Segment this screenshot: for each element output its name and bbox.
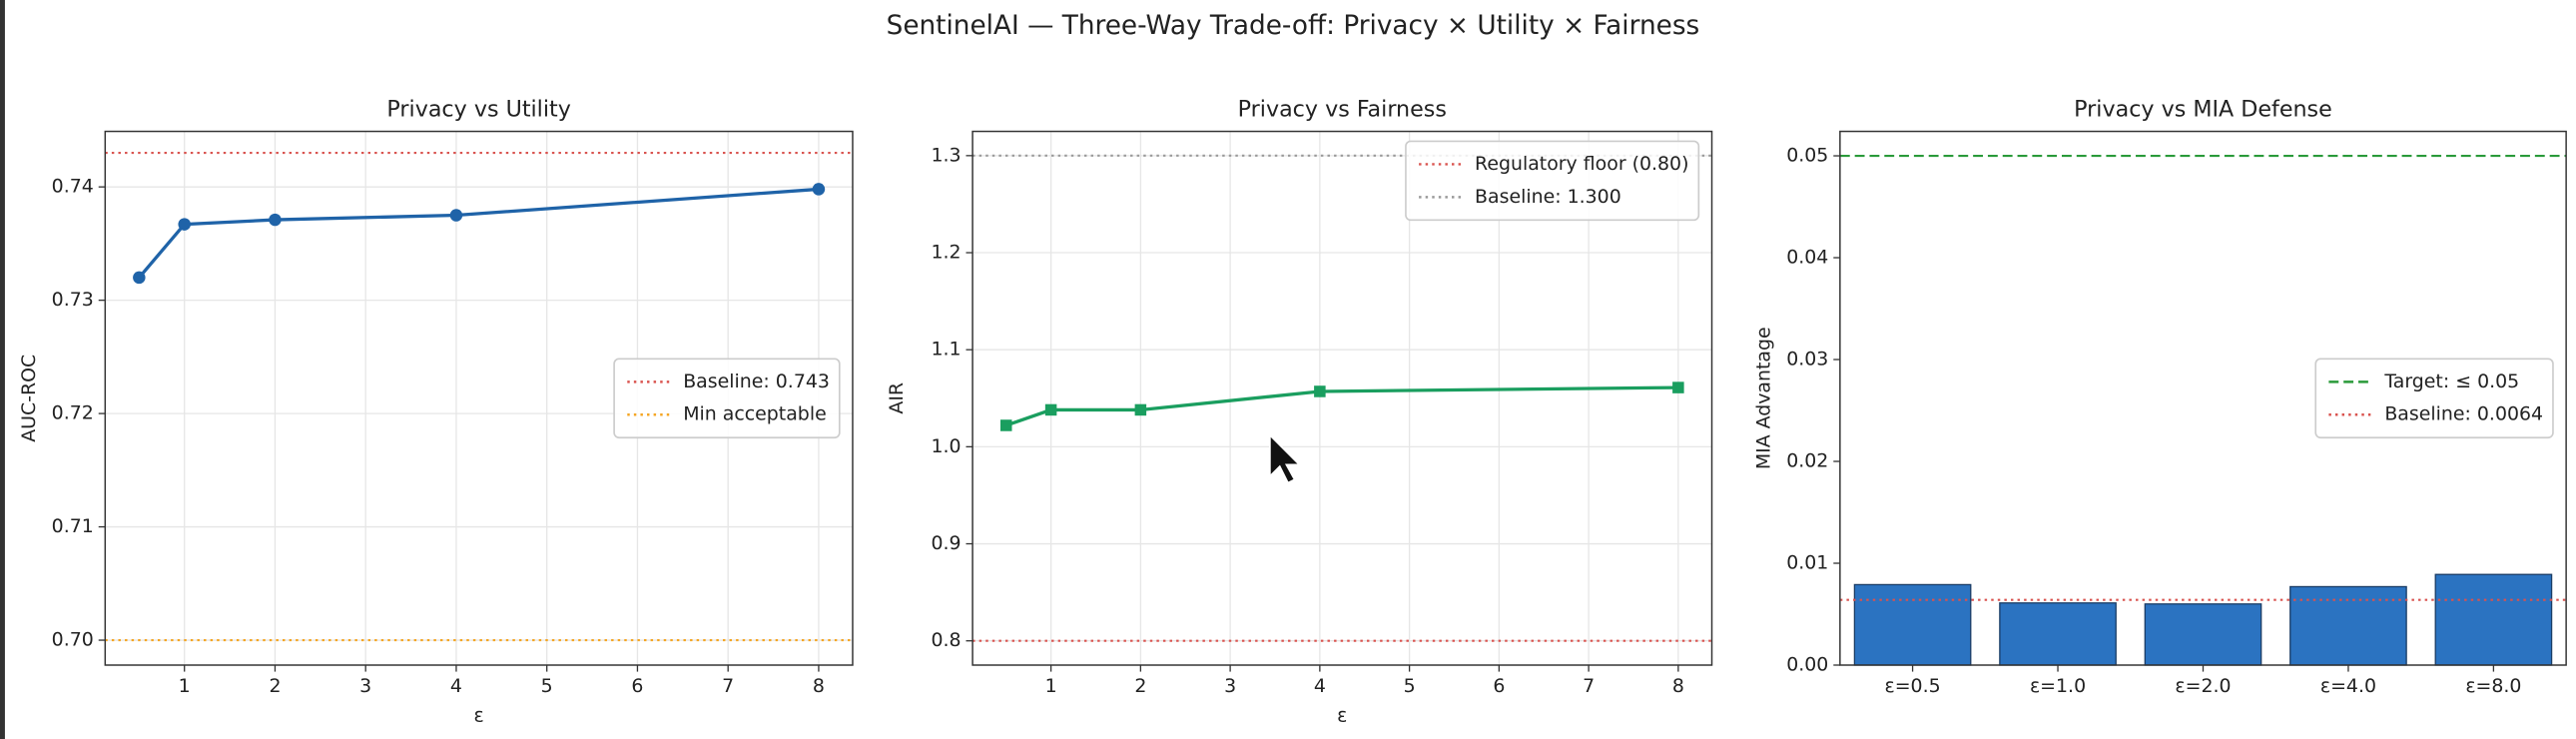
y-tick-label: 1.1 (931, 339, 961, 361)
legend-label: Min acceptable (683, 403, 826, 425)
data-point (178, 218, 191, 231)
mouse-cursor (1269, 432, 1302, 484)
chart-title: Privacy vs Fairness (1238, 97, 1447, 123)
legend-label: Baseline: 1.300 (1475, 186, 1621, 208)
legend: Regulatory floor (0.80) Baseline: 1.300 (1405, 140, 1700, 222)
x-tick-label: 1 (1045, 675, 1057, 697)
x-tick-label: ε=1.0 (2030, 675, 2086, 697)
x-tick-label: 5 (541, 675, 553, 697)
legend-label: Target: ≤ 0.05 (2383, 370, 2519, 392)
chart-title: Privacy vs Utility (386, 97, 570, 123)
legend: Baseline: 0.743 Min acceptable (613, 358, 841, 439)
x-tick-label: 3 (1224, 675, 1236, 697)
bar (2289, 585, 2407, 666)
figure-title: SentinelAI — Three-Way Trade-off: Privac… (887, 11, 1700, 41)
x-tick-label: 1 (179, 675, 191, 697)
y-tick-label: 0.01 (1786, 552, 1828, 574)
y-tick-label: 0.05 (1786, 145, 1828, 167)
data-point (1672, 381, 1684, 393)
y-tick-label: 1.0 (931, 435, 961, 457)
x-tick-label: ε=2.0 (2175, 675, 2231, 697)
legend-box (613, 358, 841, 439)
legend-box (2314, 358, 2554, 439)
x-tick-label: 2 (1134, 675, 1146, 697)
x-tick-label: 8 (1672, 675, 1684, 697)
x-tick-label: 5 (1404, 675, 1416, 697)
x-tick-label: 7 (1583, 675, 1595, 697)
y-axis-label: AIR (886, 382, 908, 414)
plot-frame (1839, 130, 2567, 666)
x-tick-label: 7 (722, 675, 734, 697)
x-tick-label: ε=8.0 (2465, 675, 2521, 697)
y-tick-label: 0.9 (931, 532, 961, 554)
charts: Privacy vs Utility AUC-ROC ε 0.70 0.71 0.72 0.… (18, 97, 2567, 726)
plot-frame (104, 130, 854, 666)
y-axis-label: AUC-ROC (18, 355, 40, 442)
data-point (1314, 385, 1326, 397)
x-tick-label: 6 (1493, 675, 1505, 697)
bar (2144, 603, 2262, 666)
x-tick-label: 6 (631, 675, 643, 697)
legend-label: Baseline: 0.0064 (2384, 403, 2543, 425)
y-axis-label: MIA Advantage (1753, 327, 1775, 469)
y-tick-label: 0.73 (52, 289, 94, 311)
x-axis-label: ε (1337, 704, 1347, 726)
y-tick-label: 0.71 (52, 515, 94, 537)
legend-box (1405, 140, 1700, 222)
data-point (449, 209, 463, 222)
legend: Target: ≤ 0.05 Baseline: 0.0064 (2314, 358, 2554, 439)
legend-label: Baseline: 0.743 (683, 370, 830, 392)
y-tick-label: 0.03 (1786, 349, 1828, 370)
x-tick-label: ε=4.0 (2320, 675, 2376, 697)
bar (1853, 583, 1972, 666)
x-tick-label: 8 (813, 675, 825, 697)
window-edge (0, 0, 5, 739)
x-tick-label: 4 (1314, 675, 1326, 697)
legend-label: Regulatory floor (0.80) (1475, 153, 1688, 175)
y-tick-label: 0.70 (52, 629, 94, 651)
y-tick-label: 0.8 (931, 629, 961, 651)
y-tick-label: 0.04 (1786, 247, 1828, 269)
bar (2434, 573, 2553, 666)
y-tick-label: 0.00 (1786, 654, 1828, 676)
data-point (812, 183, 826, 196)
data-point (1044, 403, 1057, 416)
chart-title: Privacy vs MIA Defense (2074, 97, 2332, 123)
x-tick-label: ε=0.5 (1885, 675, 1941, 697)
y-tick-label: 1.2 (931, 242, 961, 264)
y-tick-label: 1.3 (931, 144, 961, 166)
data-point (269, 213, 282, 227)
x-axis-label: ε (474, 704, 484, 726)
x-tick-label: 2 (269, 675, 281, 697)
data-point (999, 419, 1012, 431)
data-point (133, 271, 146, 285)
x-tick-label: 3 (359, 675, 371, 697)
y-tick-label: 0.74 (52, 176, 94, 198)
bar (1999, 602, 2117, 666)
y-tick-label: 0.02 (1786, 450, 1828, 472)
plot-frame (971, 130, 1713, 666)
y-tick-label: 0.72 (52, 402, 94, 424)
data-point (1134, 403, 1147, 416)
x-tick-label: 4 (450, 675, 462, 697)
